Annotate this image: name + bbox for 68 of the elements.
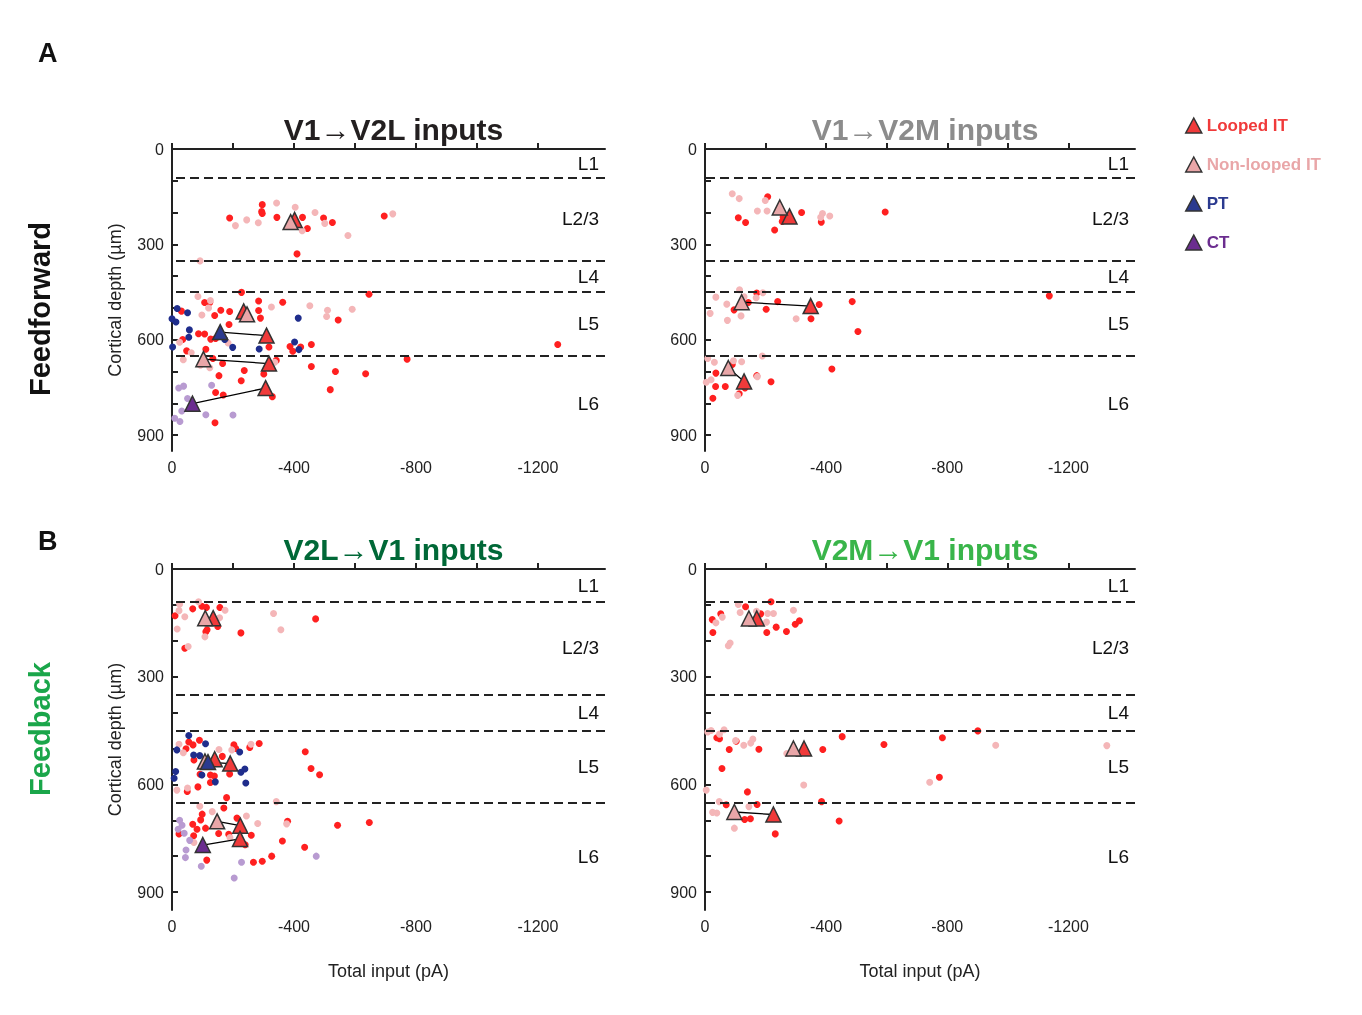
y-tick-label: 0	[688, 140, 698, 158]
legend-label: PT	[1206, 194, 1230, 213]
y-tick-label: 300	[670, 668, 698, 686]
x-tick-label: -800	[399, 917, 433, 935]
annotation: L4	[1107, 265, 1130, 287]
text: Feedforward	[24, 221, 56, 397]
x-tick-label: -800	[399, 458, 433, 476]
x-tick-label: 0	[700, 458, 710, 476]
annotation: L1	[577, 152, 599, 174]
y-tick-label: 300	[137, 235, 165, 253]
x-tick-label: -400	[277, 458, 311, 476]
x-tick-label: -400	[810, 458, 843, 476]
annotation: L5	[577, 313, 599, 335]
chart-title: V2M→V1 inputs	[811, 532, 1039, 566]
y-axis-title: Cortical depth (µm)	[105, 223, 125, 377]
annotation: L6	[577, 845, 599, 867]
annotation: L2/3	[1092, 208, 1129, 230]
annotation: L5	[577, 755, 599, 777]
text: B	[38, 525, 58, 556]
y-tick-label: 600	[137, 775, 165, 793]
chart-title: V1→V2L inputs	[283, 112, 504, 146]
annotation: L4	[1107, 702, 1130, 724]
x-tick-label: -800	[931, 917, 964, 935]
y-tick-label: 600	[670, 775, 698, 793]
annotation: L1	[1107, 152, 1129, 174]
chart-title: V2L→V1 inputs	[283, 532, 504, 566]
x-tick-label: -1200	[517, 917, 559, 935]
y-tick-label: 600	[137, 331, 165, 349]
annotation: L6	[577, 392, 599, 414]
text: A	[38, 37, 58, 68]
x-tick-label: -800	[931, 458, 964, 476]
y-tick-label: 900	[137, 426, 165, 444]
x-tick-label: -400	[277, 917, 311, 935]
y-tick-label: 900	[670, 883, 698, 901]
x-tick-label: 0	[167, 917, 177, 935]
x-tick-label: -1200	[517, 458, 559, 476]
annotation: L1	[1107, 574, 1129, 596]
y-tick-label: 0	[155, 560, 165, 578]
y-tick-label: 600	[670, 331, 698, 349]
annotation: L6	[1107, 392, 1129, 414]
legend-label: CT	[1206, 233, 1231, 252]
x-tick-label: -400	[810, 917, 843, 935]
annotation: L2/3	[562, 637, 599, 659]
x-tick-label: -1200	[1047, 458, 1089, 476]
y-axis-title: Cortical depth (µm)	[105, 662, 125, 817]
y-tick-label: 300	[137, 668, 165, 686]
annotation: L4	[577, 265, 600, 287]
text: Feedback	[24, 661, 56, 796]
x-tick-label: 0	[167, 458, 177, 476]
y-tick-label: 900	[670, 426, 698, 444]
annotation: L1	[577, 574, 599, 596]
annotation: L5	[1107, 755, 1129, 777]
x-tick-label: -1200	[1047, 917, 1089, 935]
annotation: L2/3	[1092, 637, 1129, 659]
y-tick-label: 0	[155, 140, 165, 158]
legend-label: Looped IT	[1206, 116, 1289, 135]
y-tick-label: 300	[670, 235, 698, 253]
y-tick-label: 0	[688, 560, 698, 578]
legend-label: Non-looped IT	[1206, 155, 1322, 174]
annotation: L2/3	[562, 208, 599, 230]
annotation: L6	[1107, 845, 1129, 867]
x-tick-label: 0	[700, 917, 710, 935]
annotation: L5	[1107, 313, 1129, 335]
chart-title: V1→V2M inputs	[811, 112, 1039, 146]
y-tick-label: 900	[137, 883, 165, 901]
x-axis-title: Total input (pA)	[859, 961, 981, 981]
x-axis-title: Total input (pA)	[327, 961, 450, 981]
annotation: L4	[577, 702, 600, 724]
